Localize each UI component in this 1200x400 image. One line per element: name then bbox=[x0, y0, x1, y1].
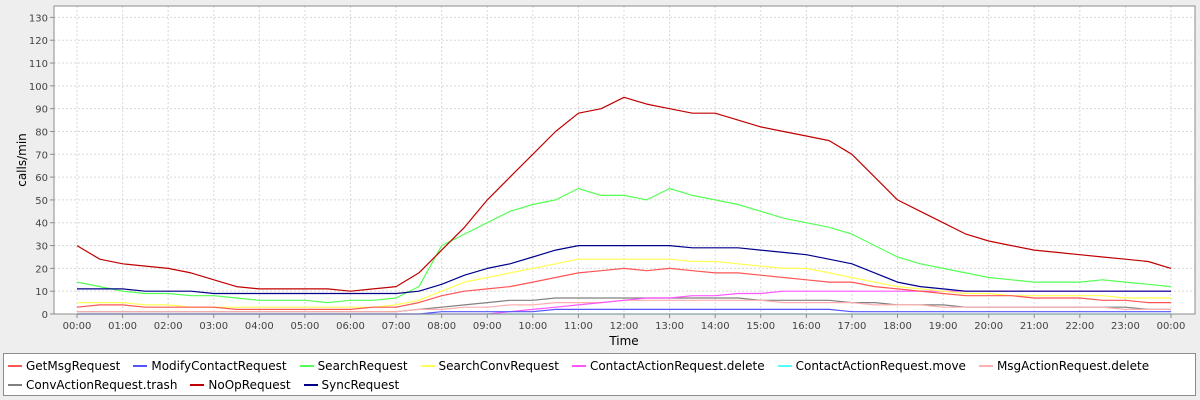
x-tick-label: 00:00 bbox=[1157, 321, 1186, 332]
y-tick-label: 30 bbox=[35, 242, 48, 253]
legend-swatch bbox=[190, 384, 205, 386]
x-tick-label: 10:00 bbox=[518, 321, 547, 332]
y-tick-label: 10 bbox=[35, 287, 48, 298]
legend-swatch bbox=[133, 365, 148, 367]
legend-label: SearchRequest bbox=[317, 359, 408, 373]
series-line bbox=[77, 258, 1171, 308]
y-tick-label: 20 bbox=[35, 264, 48, 275]
legend-item: ContactActionRequest.delete bbox=[571, 359, 765, 373]
legend-label: ContactActionRequest.delete bbox=[589, 359, 765, 373]
legend-label: NoOpRequest bbox=[208, 378, 291, 392]
x-tick-label: 18:00 bbox=[883, 321, 912, 332]
legend-swatch bbox=[777, 365, 792, 367]
y-tick-label: 110 bbox=[29, 59, 48, 70]
x-tick-label: 20:00 bbox=[974, 321, 1003, 332]
chart-svg: 0 10 20 30 40 50 60 70 80 90 100 110 120 130 00:00 01:0… bbox=[15, 5, 1196, 348]
legend: GetMsgRequest ModifyContactRequest SearchR… bbox=[3, 353, 1196, 396]
x-tick-label: 15:00 bbox=[746, 321, 775, 332]
legend-item: SearchRequest bbox=[299, 359, 408, 373]
legend-item: NoOpRequest bbox=[190, 378, 291, 392]
legend-swatch bbox=[978, 365, 993, 367]
x-tick-label: 23:00 bbox=[1111, 321, 1140, 332]
legend-swatch bbox=[303, 384, 318, 386]
legend-item: ConvActionRequest.trash bbox=[8, 378, 177, 392]
legend-label: GetMsgRequest bbox=[26, 359, 121, 373]
series-line bbox=[76, 267, 1171, 310]
x-tick-label: 01:00 bbox=[108, 321, 137, 332]
x-tick-label: 04:00 bbox=[245, 321, 274, 332]
series-line bbox=[76, 96, 1172, 292]
legend-swatch bbox=[8, 384, 22, 386]
legend-swatch bbox=[299, 365, 314, 367]
x-tick-label: 03:00 bbox=[199, 321, 228, 332]
x-tick-label: 22:00 bbox=[1065, 321, 1094, 332]
x-tick-label: 14:00 bbox=[701, 321, 730, 332]
grid bbox=[54, 6, 1195, 315]
x-tick-label: 06:00 bbox=[336, 321, 365, 332]
legend-item: ContactActionRequest.move bbox=[777, 359, 966, 373]
x-tick-label: 13:00 bbox=[655, 321, 684, 332]
legend-row: ConvActionRequest.trash NoOpRequest SyncRe… bbox=[8, 376, 412, 394]
legend-item: MsgActionRequest.delete bbox=[978, 359, 1150, 373]
y-tick-label: 0 bbox=[42, 310, 48, 321]
y-tick-label: 70 bbox=[35, 150, 48, 161]
y-tick-label: 90 bbox=[35, 105, 48, 116]
x-tick-label: 08:00 bbox=[427, 321, 456, 332]
legend-item: ModifyContactRequest bbox=[133, 359, 287, 373]
y-axis-label: calls/min bbox=[15, 133, 29, 187]
legend-item: SyncRequest bbox=[303, 378, 400, 392]
legend-label: ModifyContactRequest bbox=[151, 359, 287, 373]
y-tick-label: 40 bbox=[35, 219, 48, 230]
x-tick-label: 12:00 bbox=[610, 321, 639, 332]
legend-label: SearchConvRequest bbox=[438, 359, 559, 373]
legend-swatch bbox=[571, 365, 586, 367]
y-tick-label: 80 bbox=[35, 127, 48, 138]
x-tick-label: 19:00 bbox=[929, 321, 958, 332]
y-tick-label: 100 bbox=[29, 82, 48, 93]
legend-label: MsgActionRequest.delete bbox=[996, 359, 1150, 373]
x-tick-label: 05:00 bbox=[291, 321, 320, 332]
legend-item: SearchConvRequest bbox=[420, 359, 559, 373]
axes: 0 10 20 30 40 50 60 70 80 90 100 110 120 130 00:00 01:0… bbox=[29, 13, 1186, 332]
y-tick-label: 130 bbox=[29, 13, 48, 24]
legend-label: ContactActionRequest.move bbox=[795, 359, 966, 373]
x-tick-label: 09:00 bbox=[473, 321, 502, 332]
x-tick-label: 00:00 bbox=[63, 321, 92, 332]
legend-label: SyncRequest bbox=[321, 378, 400, 392]
y-tick-label: 50 bbox=[35, 196, 48, 207]
legend-row: GetMsgRequest ModifyContactRequest SearchR… bbox=[8, 357, 1162, 375]
legend-label: ConvActionRequest.trash bbox=[26, 378, 178, 392]
y-tick-label: 60 bbox=[35, 173, 48, 184]
legend-item: GetMsgRequest bbox=[8, 359, 120, 373]
y-tick-label: 120 bbox=[29, 36, 48, 47]
x-tick-label: 07:00 bbox=[382, 321, 411, 332]
series-line bbox=[76, 187, 1172, 304]
x-tick-label: 16:00 bbox=[792, 321, 821, 332]
legend-swatch bbox=[420, 365, 435, 367]
series-line bbox=[77, 245, 1171, 295]
x-tick-label: 02:00 bbox=[154, 321, 183, 332]
x-tick-label: 17:00 bbox=[838, 321, 867, 332]
x-tick-label: 11:00 bbox=[564, 321, 593, 332]
x-axis-label: Time bbox=[608, 334, 638, 348]
legend-swatch bbox=[8, 365, 22, 367]
x-tick-label: 21:00 bbox=[1020, 321, 1049, 332]
